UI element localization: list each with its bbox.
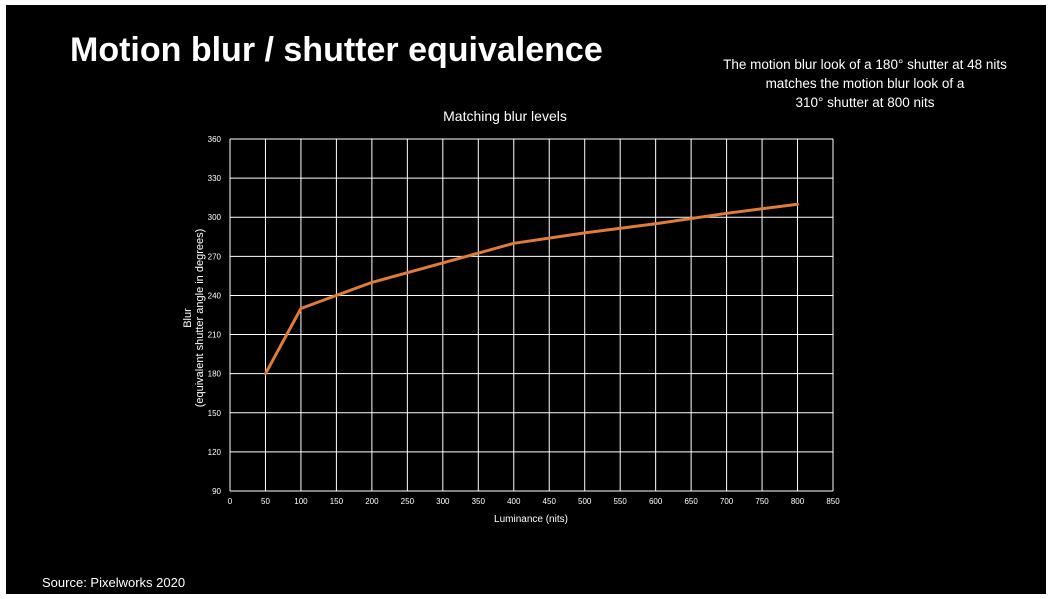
y-axis-label: Blur (equivalent shutter angle in degree… [182,229,206,408]
series-line [264,202,799,376]
annotation-line-2: matches the motion blur look of a [765,76,965,91]
slide: Motion blur / shutter equivalence The mo… [6,5,1046,594]
y-tick-label: 120 [208,448,222,457]
x-tick-label: 100 [294,497,308,506]
x-tick-label: 800 [791,497,805,506]
y-tick-label: 300 [208,213,222,222]
y-axis-label-line-1: Blur [182,308,194,328]
x-tick-label: 400 [507,497,521,506]
x-tick-label: 650 [684,497,698,506]
x-tick-label: 700 [720,497,734,506]
x-tick-label: 200 [365,497,379,506]
x-tick-label: 750 [755,497,769,506]
source-note: Source: Pixelworks 2020 [42,575,186,590]
y-tick-label: 270 [208,252,222,261]
y-axis-label-line-2: (equivalent shutter angle in degrees) [194,229,206,408]
line-chart: Matching blur levels 0 50 100 150 200 250 300 3… [182,108,841,525]
x-tick-label: 500 [578,497,592,506]
x-tick-label: 600 [649,497,663,506]
y-tick-label: 240 [208,291,222,300]
y-tick-label: 210 [208,331,222,340]
x-tick-label: 50 [261,497,270,506]
x-tick-label: 0 [228,497,233,506]
x-tick-label: 350 [472,497,486,506]
x-tick-label: 850 [826,497,840,506]
y-tick-label: 330 [208,174,222,183]
chart-title: Matching blur levels [443,108,567,124]
x-tick-label: 450 [543,497,557,506]
x-tick-label: 550 [613,497,627,506]
chart-series [264,202,799,376]
y-tick-label: 150 [208,409,222,418]
x-tick-label: 250 [401,497,415,506]
x-axis-label: Luminance (nits) [494,514,568,525]
y-tick-label: 360 [208,135,222,144]
annotation-line-3: 310° shutter at 800 nits [795,95,935,110]
y-tick-label: 90 [212,487,221,496]
slide-title: Motion blur / shutter equivalence [70,31,603,69]
annotation-text: The motion blur look of a 180° shutter a… [690,55,1040,112]
chart-ticks: 0 50 100 150 200 250 300 350 400 450 500 550 600 650 7… [208,135,841,506]
annotation-line-1: The motion blur look of a 180° shutter a… [723,57,1007,72]
x-tick-label: 150 [330,497,344,506]
y-tick-label: 180 [208,370,222,379]
chart-grid [229,138,834,492]
x-tick-label: 300 [436,497,450,506]
